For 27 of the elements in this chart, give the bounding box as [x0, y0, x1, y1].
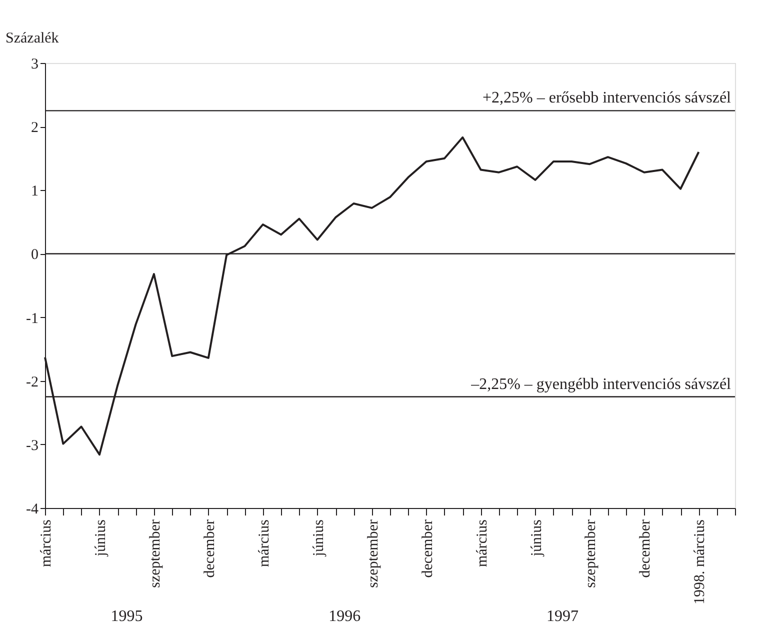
x-tick-label: június — [92, 519, 109, 558]
x-tick-label: szeptember — [147, 520, 164, 588]
x-tick-label: március — [38, 519, 54, 567]
y-tick-label: -3 — [26, 438, 38, 454]
x-tick-label: 1998. március — [692, 519, 708, 604]
x-tick-label: december — [638, 520, 654, 578]
x-tick-label: március — [256, 519, 272, 567]
x-tick-label: szeptember — [365, 520, 382, 588]
y-tick-label: 2 — [31, 120, 38, 136]
y-tick-label: -4 — [26, 502, 39, 518]
x-tick-label: december — [420, 520, 436, 578]
text: 1996 — [328, 608, 361, 625]
x-tick-label: június — [528, 519, 545, 558]
ref-line-label: –2,25% – gyengébb intervenciós sávszél — [470, 376, 732, 393]
text: 1995 — [110, 608, 143, 625]
x-tick-label: december — [202, 520, 218, 578]
y-tick-label: 0 — [31, 247, 38, 264]
ref-line-label: +2,25% – erősebb intervenciós sávszél — [482, 90, 732, 107]
x-tick-label: március — [474, 519, 490, 567]
x-tick-label: szeptember — [583, 520, 600, 588]
text: 1997 — [546, 608, 578, 625]
y-tick-label: 1 — [31, 184, 38, 200]
y-axis-title: Százalék — [6, 30, 60, 46]
x-tick-label: június — [310, 519, 327, 558]
y-tick-label: -1 — [26, 310, 38, 327]
y-tick-label: -2 — [26, 374, 38, 390]
y-tick-label: 3 — [31, 56, 38, 72]
